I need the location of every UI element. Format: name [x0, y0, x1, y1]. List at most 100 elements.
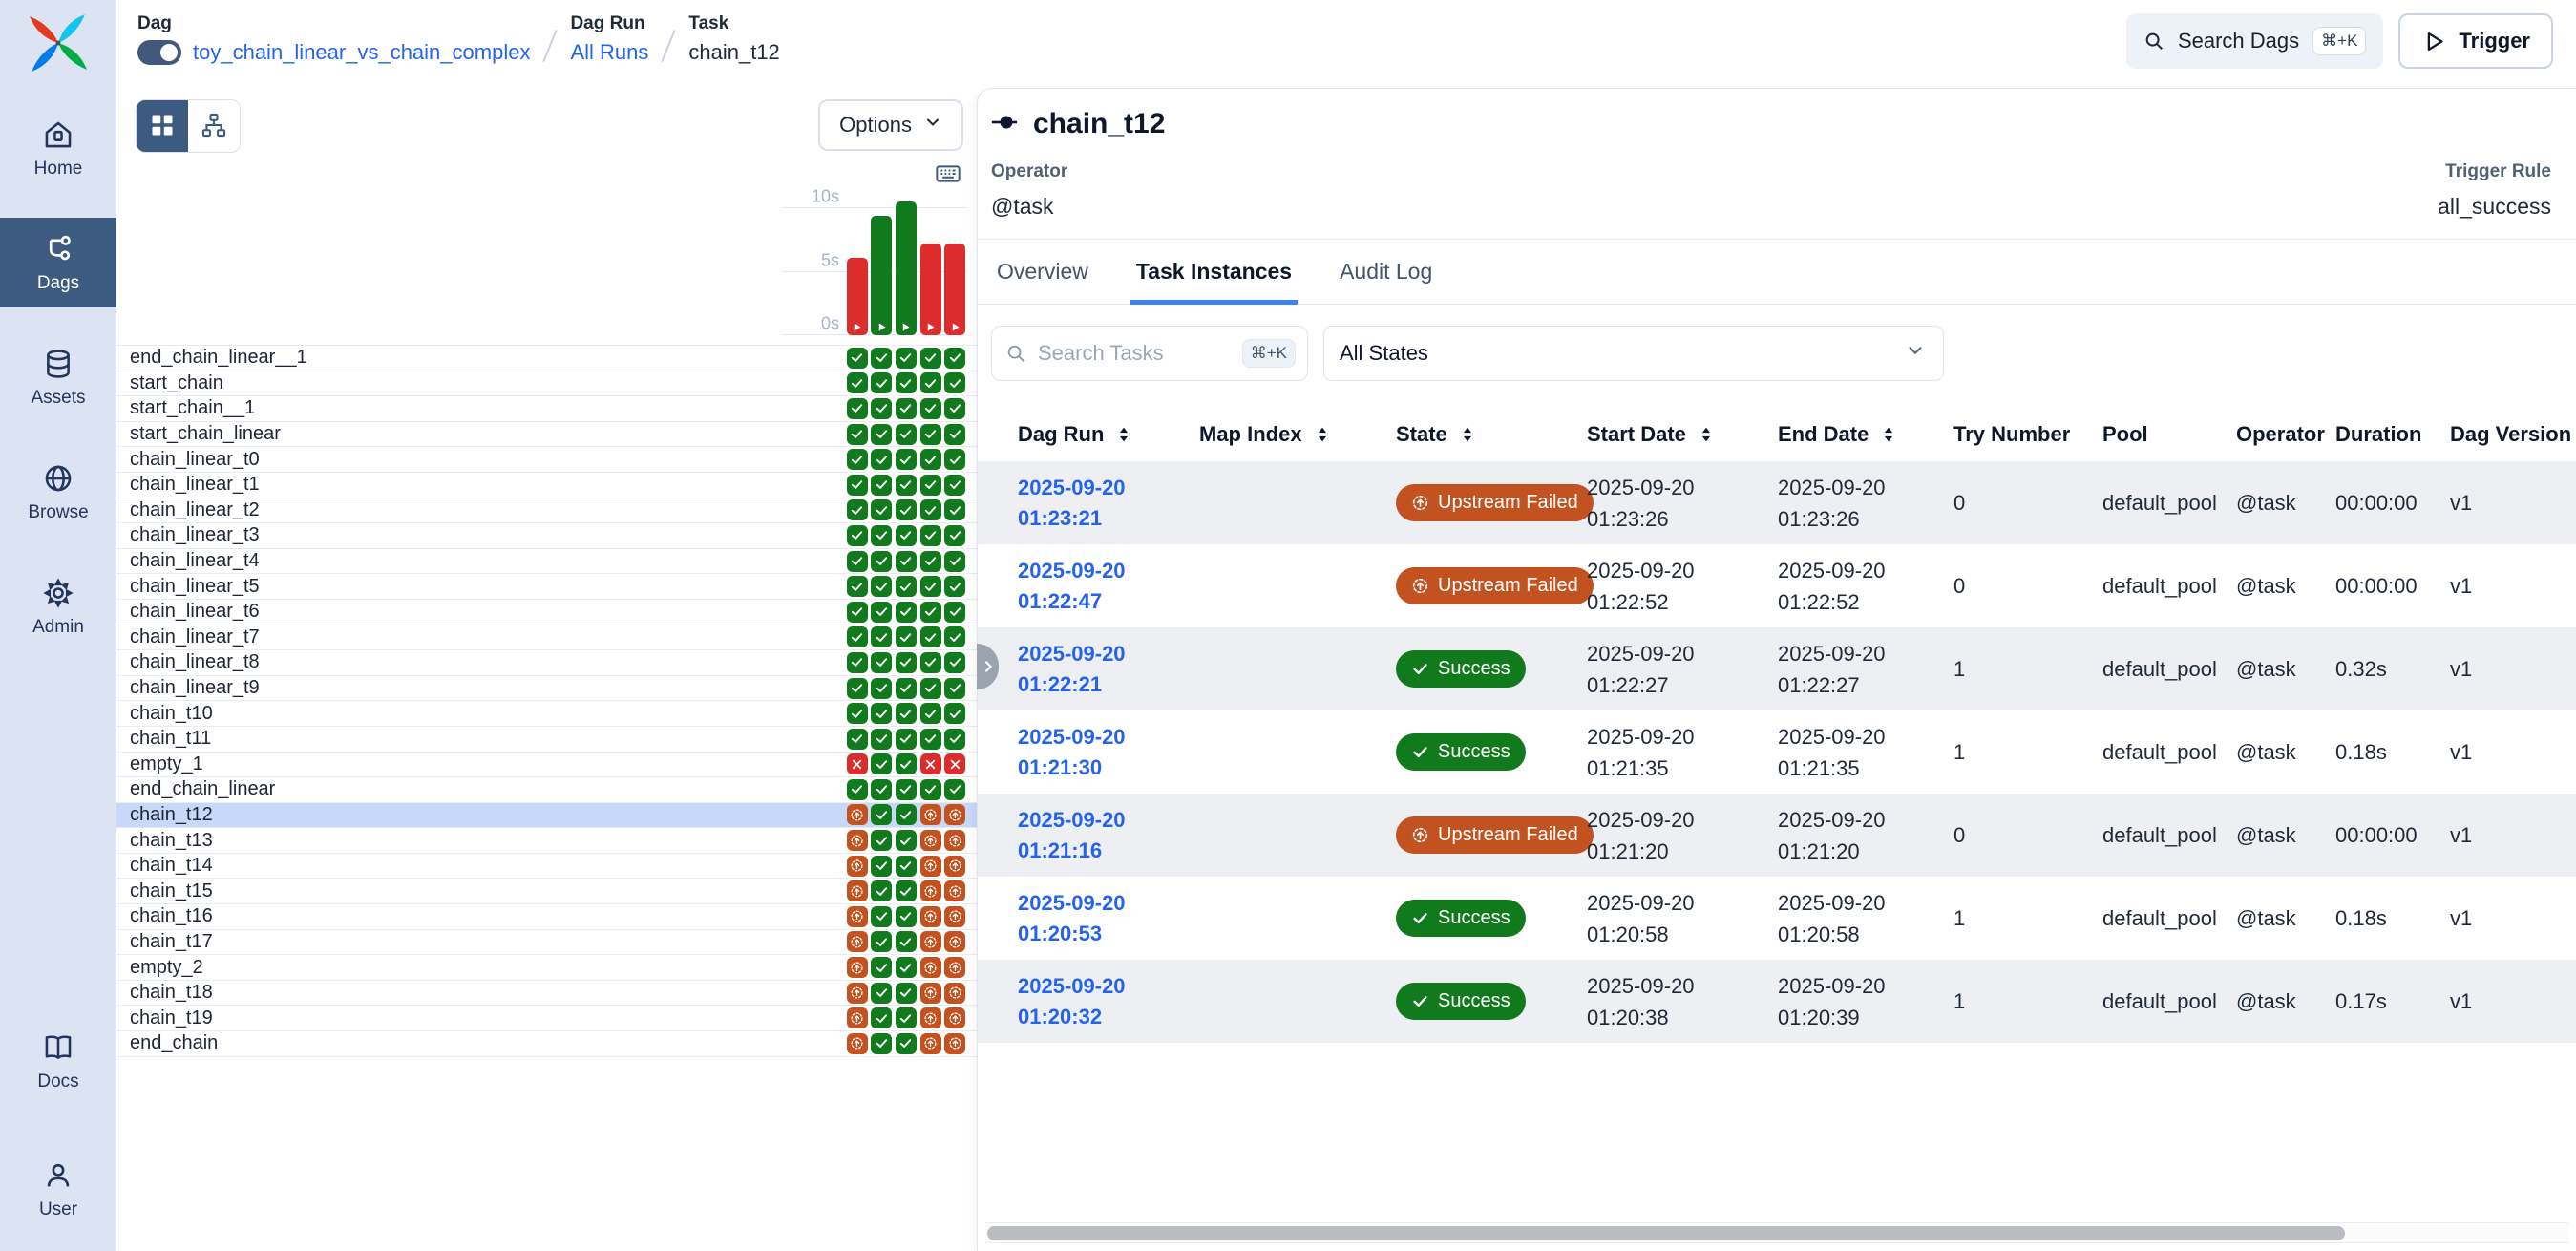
dag-run-link[interactable]: 2025-09-20 01:22:21: [1018, 639, 1144, 700]
column-header-map-index[interactable]: Map Index: [1199, 422, 1396, 447]
task-row[interactable]: chain_t17: [116, 930, 977, 956]
task-instance-success-icon[interactable]: [896, 804, 917, 825]
task-instance-success-icon[interactable]: [920, 652, 941, 673]
task-instance-upstream_failed-icon[interactable]: [944, 1007, 965, 1028]
task-instance-success-icon[interactable]: [871, 602, 892, 623]
task-instance-success-icon[interactable]: [847, 678, 868, 699]
task-instance-success-icon[interactable]: [920, 729, 941, 750]
task-instance-success-icon[interactable]: [871, 779, 892, 800]
graph-view-button[interactable]: [188, 100, 240, 152]
tab-audit-log[interactable]: Audit Log: [1334, 240, 1438, 305]
task-instance-success-icon[interactable]: [896, 652, 917, 673]
task-instance-upstream_failed-icon[interactable]: [847, 957, 868, 978]
task-instance-success-icon[interactable]: [847, 551, 868, 572]
task-instance-success-icon[interactable]: [871, 424, 892, 445]
task-row[interactable]: chain_linear_t6: [116, 600, 977, 626]
task-instance-upstream_failed-icon[interactable]: [944, 906, 965, 927]
trigger-button[interactable]: Trigger: [2398, 13, 2553, 69]
search-tasks-input[interactable]: [1038, 341, 1231, 366]
task-instance-success-icon[interactable]: [896, 753, 917, 774]
sort-icon[interactable]: [1113, 424, 1134, 445]
task-instance-success-icon[interactable]: [871, 753, 892, 774]
task-instance-success-icon[interactable]: [896, 729, 917, 750]
task-instance-success-icon[interactable]: [944, 729, 965, 750]
sort-icon[interactable]: [1457, 424, 1478, 445]
task-instance-success-icon[interactable]: [920, 424, 941, 445]
task-row[interactable]: empty_1: [116, 753, 977, 778]
task-instance-success-icon[interactable]: [944, 678, 965, 699]
task-instance-success-icon[interactable]: [896, 678, 917, 699]
task-row[interactable]: chain_linear_t3: [116, 523, 977, 549]
dag-run-link[interactable]: 2025-09-20 01:20:32: [1018, 971, 1144, 1032]
task-instance-success-icon[interactable]: [871, 372, 892, 393]
task-row[interactable]: end_chain_linear__1: [116, 346, 977, 371]
task-instance-success-icon[interactable]: [896, 779, 917, 800]
task-instance-success-icon[interactable]: [847, 348, 868, 369]
search-tasks-field[interactable]: ⌘+K: [991, 326, 1308, 381]
task-row[interactable]: chain_t13: [116, 828, 977, 854]
task-instance-success-icon[interactable]: [896, 880, 917, 901]
task-instance-success-icon[interactable]: [871, 551, 892, 572]
dag-run-duration-bar[interactable]: [944, 244, 965, 335]
dag-run-link[interactable]: 2025-09-20 01:23:21: [1018, 473, 1144, 534]
task-instance-success-icon[interactable]: [871, 626, 892, 647]
grid-view-button[interactable]: [137, 100, 188, 152]
task-row[interactable]: chain_t14: [116, 854, 977, 880]
task-instance-success-icon[interactable]: [944, 449, 965, 470]
task-instance-success-icon[interactable]: [847, 398, 868, 419]
sidebar-item-admin[interactable]: Admin: [0, 562, 116, 651]
column-header-end-date[interactable]: End Date: [1778, 422, 1953, 447]
task-instance-success-icon[interactable]: [871, 906, 892, 927]
task-instance-success-icon[interactable]: [920, 398, 941, 419]
task-instance-success-icon[interactable]: [920, 678, 941, 699]
task-instance-success-icon[interactable]: [944, 398, 965, 419]
task-instance-upstream_failed-icon[interactable]: [944, 830, 965, 851]
all-runs-link[interactable]: All Runs: [570, 40, 648, 65]
task-instance-success-icon[interactable]: [944, 372, 965, 393]
dag-run-link[interactable]: 2025-09-20 01:20:53: [1018, 888, 1144, 949]
sidebar-item-home[interactable]: Home: [0, 103, 116, 193]
column-header-dag-run[interactable]: Dag Run: [1018, 422, 1199, 447]
task-instance-upstream_failed-icon[interactable]: [944, 880, 965, 901]
task-instance-success-icon[interactable]: [896, 398, 917, 419]
task-row[interactable]: start_chain_linear: [116, 422, 977, 448]
scrollbar-thumb[interactable]: [987, 1226, 2345, 1240]
task-instance-upstream_failed-icon[interactable]: [944, 804, 965, 825]
task-instance-success-icon[interactable]: [896, 475, 917, 496]
task-instance-success-icon[interactable]: [847, 626, 868, 647]
task-instance-success-icon[interactable]: [871, 983, 892, 1004]
task-instance-success-icon[interactable]: [920, 525, 941, 546]
task-instance-success-icon[interactable]: [944, 779, 965, 800]
dag-run-duration-bar[interactable]: [920, 244, 941, 335]
task-instance-success-icon[interactable]: [920, 779, 941, 800]
search-dags-button[interactable]: Search Dags ⌘+K: [2126, 13, 2383, 69]
task-instance-success-icon[interactable]: [920, 372, 941, 393]
task-instance-success-icon[interactable]: [871, 576, 892, 597]
sidebar-item-user[interactable]: User: [0, 1144, 116, 1234]
task-row[interactable]: chain_linear_t2: [116, 498, 977, 524]
task-instance-success-icon[interactable]: [944, 551, 965, 572]
sidebar-item-assets[interactable]: Assets: [0, 332, 116, 422]
task-instance-success-icon[interactable]: [896, 551, 917, 572]
task-instance-success-icon[interactable]: [896, 424, 917, 445]
dag-name-link[interactable]: toy_chain_linear_vs_chain_complex: [193, 40, 530, 65]
task-row[interactable]: chain_linear_t5: [116, 574, 977, 600]
keyboard-icon[interactable]: [935, 160, 961, 192]
task-instance-success-icon[interactable]: [920, 499, 941, 520]
task-instance-success-icon[interactable]: [871, 856, 892, 877]
task-row[interactable]: chain_t18: [116, 981, 977, 1007]
task-instance-success-icon[interactable]: [871, 880, 892, 901]
task-instance-success-icon[interactable]: [871, 830, 892, 851]
task-instance-upstream_failed-icon[interactable]: [847, 880, 868, 901]
task-instance-success-icon[interactable]: [847, 779, 868, 800]
task-instance-success-icon[interactable]: [944, 626, 965, 647]
task-instance-success-icon[interactable]: [944, 499, 965, 520]
task-instance-success-icon[interactable]: [847, 475, 868, 496]
task-row[interactable]: chain_linear_t1: [116, 473, 977, 498]
task-instance-success-icon[interactable]: [871, 703, 892, 724]
task-instance-success-icon[interactable]: [944, 652, 965, 673]
task-instance-upstream_failed-icon[interactable]: [847, 983, 868, 1004]
task-row[interactable]: end_chain: [116, 1031, 977, 1057]
task-instance-success-icon[interactable]: [871, 1007, 892, 1028]
task-row[interactable]: chain_linear_t4: [116, 549, 977, 575]
